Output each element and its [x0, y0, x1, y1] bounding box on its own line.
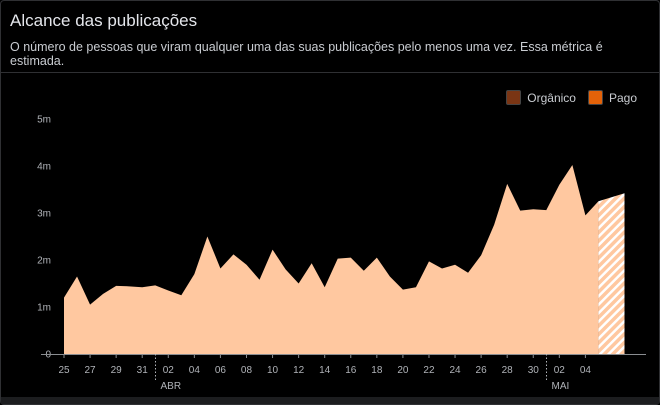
reach-area — [64, 165, 599, 354]
x-tick-label: 10 — [267, 365, 279, 376]
x-tick-label: 02 — [554, 365, 566, 376]
x-tick-label: 16 — [345, 365, 357, 376]
x-tick-label: 06 — [215, 365, 227, 376]
legend-swatch-organic — [506, 90, 522, 105]
chart-legend: Orgânico Pago — [506, 90, 637, 105]
month-label: ABR — [161, 381, 182, 392]
y-tick-label: 2m — [37, 256, 51, 267]
x-tick-label: 14 — [319, 365, 331, 376]
legend-label-organic: Orgânico — [527, 90, 576, 105]
legend-swatch-paid — [587, 90, 603, 105]
x-tick-label: 26 — [476, 365, 488, 376]
card-title: Alcance das publicações — [10, 11, 198, 30]
x-tick-label: 08 — [241, 365, 253, 376]
y-tick-label: 4m — [37, 162, 51, 173]
horizontal-scrollbar[interactable] — [1, 397, 659, 404]
x-tick-label: 24 — [449, 365, 461, 376]
x-tick-label: 30 — [528, 365, 540, 376]
x-tick-label: 18 — [371, 365, 383, 376]
x-tick-label: 02 — [163, 365, 175, 376]
x-tick-label: 20 — [397, 365, 409, 376]
x-tick-label: 31 — [137, 365, 149, 376]
x-tick-label: 27 — [85, 365, 97, 376]
legend-item-paid[interactable]: Pago — [587, 90, 637, 105]
month-label: MAI — [552, 381, 570, 392]
x-tick-label: 25 — [58, 365, 70, 376]
header-divider — [1, 72, 659, 73]
y-tick-label: 3m — [37, 209, 51, 220]
card-header: Alcance das publicações O número de pess… — [10, 11, 659, 68]
x-tick-label: 22 — [423, 365, 435, 376]
x-tick-label: 04 — [189, 365, 201, 376]
y-tick-label: 1m — [37, 303, 51, 314]
y-tick-label: 5m — [37, 115, 51, 126]
legend-label-paid: Pago — [608, 90, 637, 105]
legend-item-organic[interactable]: Orgânico — [506, 90, 576, 105]
x-tick-label: 12 — [293, 365, 305, 376]
x-tick-label: 04 — [580, 365, 592, 376]
x-tick-label: 28 — [502, 365, 514, 376]
x-tick-label: 29 — [111, 365, 123, 376]
card-subtitle: O número de pessoas que viram qualquer u… — [10, 40, 603, 68]
estimated-area — [598, 193, 625, 354]
